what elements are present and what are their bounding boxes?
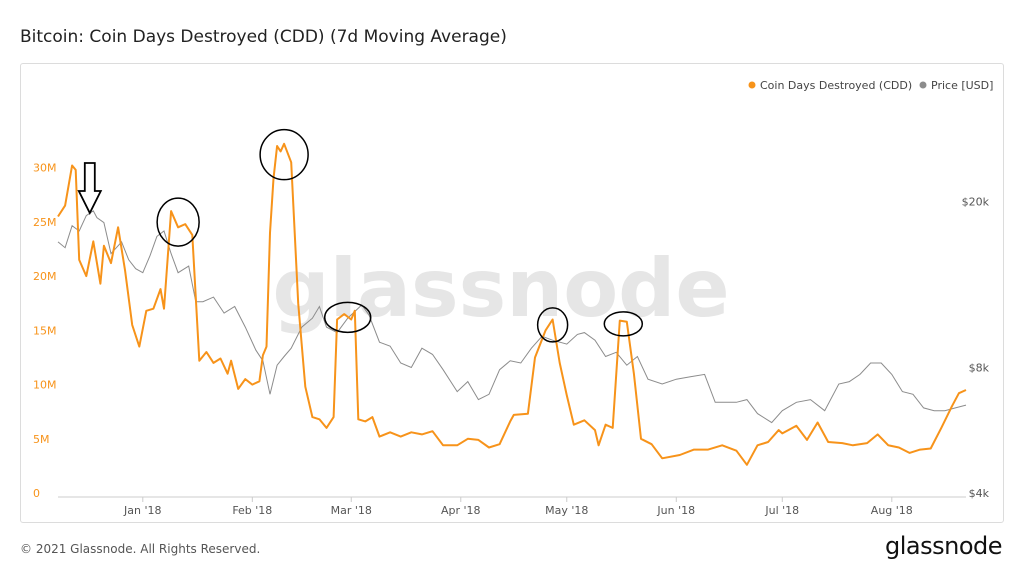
- annotation-circle: [603, 311, 644, 337]
- legend-price-label: Price [USD]: [931, 79, 993, 92]
- annotation-circle: [259, 128, 309, 181]
- x-tick-label: Aug '18: [871, 504, 913, 517]
- cdd-line: [57, 142, 967, 466]
- chart-legend: Coin Days Destroyed (CDD) Price [USD]: [748, 79, 993, 92]
- annotation-circle: [536, 307, 569, 343]
- x-tick-label: Jan '18: [123, 504, 161, 517]
- annotation-circle: [323, 301, 372, 334]
- x-tick-label: Mar '18: [331, 504, 372, 517]
- copyright-footer: © 2021 Glassnode. All Rights Reserved.: [20, 542, 261, 556]
- x-tick-label: Feb '18: [232, 504, 272, 517]
- annotations: [77, 128, 644, 343]
- y-left-tick-label: 15M: [33, 324, 57, 337]
- legend-cdd-label: Coin Days Destroyed (CDD): [760, 79, 912, 92]
- x-tick-label: May '18: [545, 504, 588, 517]
- y-left-tick-label: 30M: [33, 162, 57, 175]
- glassnode-logo: glassnode: [884, 532, 1003, 560]
- y-left-tick-label: 10M: [33, 379, 57, 392]
- y-left-tick-label: 0: [33, 487, 40, 500]
- x-tick-label: Jun '18: [656, 504, 695, 517]
- legend-cdd-swatch: [748, 81, 756, 89]
- y-right-tick-label: $8k: [969, 361, 990, 374]
- y-left-tick-label: 5M: [33, 433, 50, 446]
- x-tick-label: Jul '18: [764, 504, 799, 517]
- x-tick-label: Apr '18: [441, 504, 481, 517]
- down-arrow-icon: [77, 162, 103, 216]
- page-title: Bitcoin: Coin Days Destroyed (CDD) (7d M…: [20, 27, 507, 47]
- y-right-tick-label: $20k: [962, 196, 990, 209]
- y-right-tick-label: $4k: [969, 487, 990, 500]
- price-line: [57, 210, 967, 424]
- y-left-tick-label: 20M: [33, 270, 57, 283]
- cdd-chart: glassnode Coin Days Destroyed (CDD) Pric…: [33, 79, 993, 517]
- annotation-circle: [156, 197, 200, 247]
- chart-panel: glassnode Coin Days Destroyed (CDD) Pric…: [20, 63, 1004, 523]
- y-left-tick-label: 25M: [33, 216, 57, 229]
- watermark: glassnode: [272, 242, 729, 335]
- legend-price-swatch: [919, 81, 927, 89]
